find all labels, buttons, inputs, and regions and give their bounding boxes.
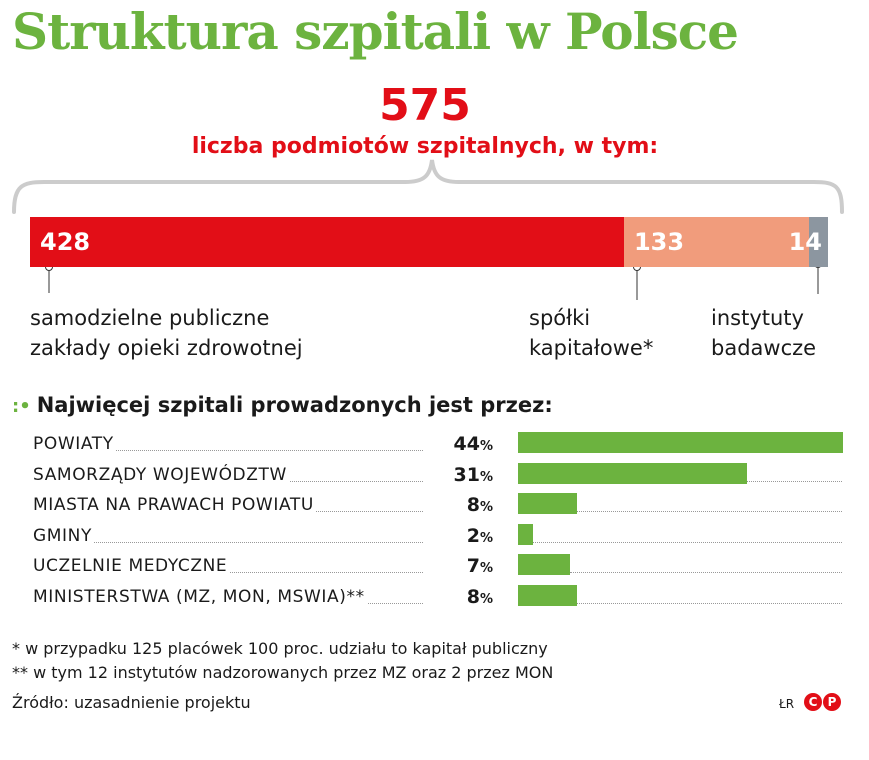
total-label: liczba podmiotów szpitalnych, w tym: [191,134,659,159]
row-value: 7% [423,551,493,585]
stacked-bar-segment-1 [30,217,624,267]
row-track-dots [746,480,842,482]
stacked-bar-value-2: 133 [633,228,685,256]
row-value-unit: % [479,530,493,546]
row-value-number: 31 [453,463,480,486]
stacked-bar-value-3: 14 [788,228,822,256]
row-bar [518,462,747,484]
row-value-number: 7 [466,555,480,578]
row-leader-dots [33,572,451,574]
breakdown-heading: :• Najwięcej szpitali prowadzonych jest p… [12,393,553,417]
breakdown-row: MIASTA NA PRAWACH POWIATU 8% [33,490,842,524]
row-value: 8% [423,582,493,615]
row-leader-dots [33,541,451,543]
source: Źródło: uzasadnienie projektu [12,693,251,712]
row-label: POWIATY [33,429,116,459]
row-value-unit: % [479,469,493,485]
row-value: 44% [423,429,493,462]
row-value-number: 8 [466,586,480,608]
press-icon: P [823,693,841,711]
row-track-dots [532,541,842,543]
row-label: MINISTERSTWA (MZ, MON, MSWIA)** [33,582,367,612]
row-track-dots [577,511,842,513]
row-bar [518,432,843,453]
row-value-unit: % [479,561,493,577]
segment-label-1: samodzielne publiczne zakłady opieki zdr… [30,306,303,360]
row-label: SAMORZĄDY WOJEWÓDZTW [33,459,289,490]
chart-title: Struktura szpitali w Polsce [12,2,739,61]
row-bar [518,585,578,606]
row-value-number: 44 [453,433,480,455]
copyright-icon: C [804,693,822,711]
row-leader-dots [33,450,451,451]
row-track-dots [569,572,842,574]
segment-label-2: spółki kapitałowe* [529,306,654,360]
row-value-number: 2 [466,524,480,547]
row-label: MIASTA NA PRAWACH POWIATU [33,490,316,521]
breakdown-row: UCZELNIE MEDYCZNE 7% [33,551,842,585]
author-credit: ŁR [779,697,795,711]
row-value-unit: % [479,439,493,454]
stacked-bar-segment-2 [623,217,809,267]
row-bar [518,493,578,515]
stacked-bar-value-1: 428 [40,228,91,256]
breakdown-row: SAMORZĄDY WOJEWÓDZTW 31% [33,459,842,493]
row-label: UCZELNIE MEDYCZNE [33,551,230,582]
row-value-unit: % [479,592,493,607]
curly-brace [12,159,844,214]
row-value: 31% [423,459,493,493]
breakdown-row: MINISTERSTWA (MZ, MON, MSWIA)** 8% [33,582,842,615]
row-value-unit: % [479,500,493,516]
row-track-dots [577,603,842,604]
row-label: GMINY [33,520,94,551]
heading-marker-icon: :• [12,396,31,417]
row-value: 2% [423,520,493,554]
footnote-2: ** w tym 12 instytutów nadzorowanych prz… [12,663,554,682]
row-bar [518,554,570,576]
stacked-bar-segment-3 [808,217,828,267]
row-value-number: 8 [466,494,480,517]
total-number: 575 [379,80,471,131]
row-value: 8% [423,490,493,524]
breakdown-row: GMINY 2% [33,520,842,554]
footnote-1: * w przypadku 125 placówek 100 proc. udz… [12,639,548,658]
segment-label-3: instytuty badawcze [711,306,817,360]
row-bar [518,523,533,545]
breakdown-row: POWIATY 44% [33,429,843,462]
